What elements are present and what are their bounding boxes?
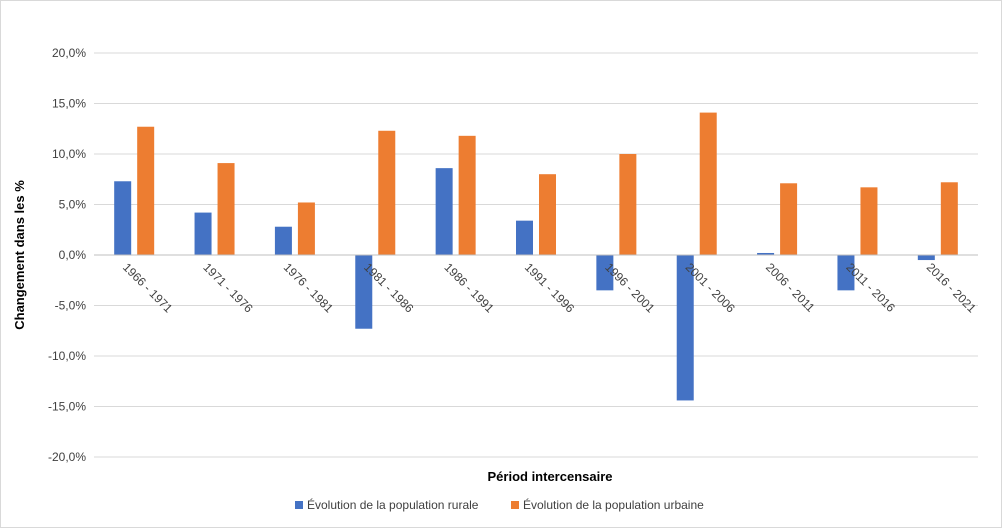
y-tick-label: 0,0% <box>59 248 87 262</box>
x-tick-label: 2016 - 2021 <box>924 260 979 315</box>
bar-urbaine <box>699 112 717 255</box>
x-tick-label: 1971 - 1976 <box>200 260 255 315</box>
bar-urbaine <box>619 154 637 255</box>
bar-rural <box>596 255 614 291</box>
bar-rural <box>516 220 533 255</box>
bar-rural <box>274 226 292 255</box>
y-tick-label: 10,0% <box>52 147 86 161</box>
bar-rural <box>757 252 775 255</box>
gridlines <box>94 52 978 458</box>
x-axis-title: Périod intercensaire <box>488 469 613 484</box>
bar-rural <box>355 255 373 329</box>
bar-urbaine <box>539 174 556 255</box>
legend-label: Évolution de la population rurale <box>307 497 479 512</box>
y-tick-label: -5,0% <box>55 299 87 313</box>
bar-urbaine <box>217 163 235 255</box>
x-tick-label: 2006 - 2011 <box>763 260 818 315</box>
x-tick-label: 1986 - 1991 <box>442 260 497 315</box>
legend-swatch <box>511 501 519 509</box>
bar-rural <box>676 255 694 401</box>
legend-label: Évolution de la population urbaine <box>523 497 704 512</box>
y-axis-title: Changement dans les % <box>12 180 27 330</box>
y-tick-label: -10,0% <box>48 349 86 363</box>
bar-urbaine <box>137 126 155 255</box>
bar-rural <box>194 212 212 255</box>
y-tick-label: -20,0% <box>48 450 86 464</box>
y-tick-label: 15,0% <box>52 97 86 111</box>
x-tick-label: 1966 - 1971 <box>120 260 175 315</box>
bar-rural <box>917 255 935 261</box>
x-tick-label: 1976 - 1981 <box>281 260 336 315</box>
bar-urbaine <box>940 182 958 255</box>
y-tick-labels: -20,0% -15,0% -10,0% -5,0% 0,0% 5,0% 10,0% 15,0… <box>48 46 86 464</box>
bar-urbaine <box>458 135 476 255</box>
y-tick-label: 20,0% <box>52 46 86 60</box>
bar-rural <box>114 181 132 255</box>
bar-urbaine <box>860 187 878 255</box>
y-tick-label: -15,0% <box>48 400 86 414</box>
x-tick-label: 1991 - 1996 <box>522 260 577 315</box>
bar-rural <box>837 255 855 291</box>
legend-swatch <box>295 501 303 509</box>
bars <box>114 112 958 401</box>
bar-rural <box>435 168 453 255</box>
bar-urbaine <box>780 183 798 255</box>
legend: Évolution de la population rurale Évoluti… <box>295 497 704 512</box>
bar-urbaine <box>297 202 315 255</box>
bar-urbaine <box>378 130 396 255</box>
y-tick-label: 5,0% <box>59 198 87 212</box>
